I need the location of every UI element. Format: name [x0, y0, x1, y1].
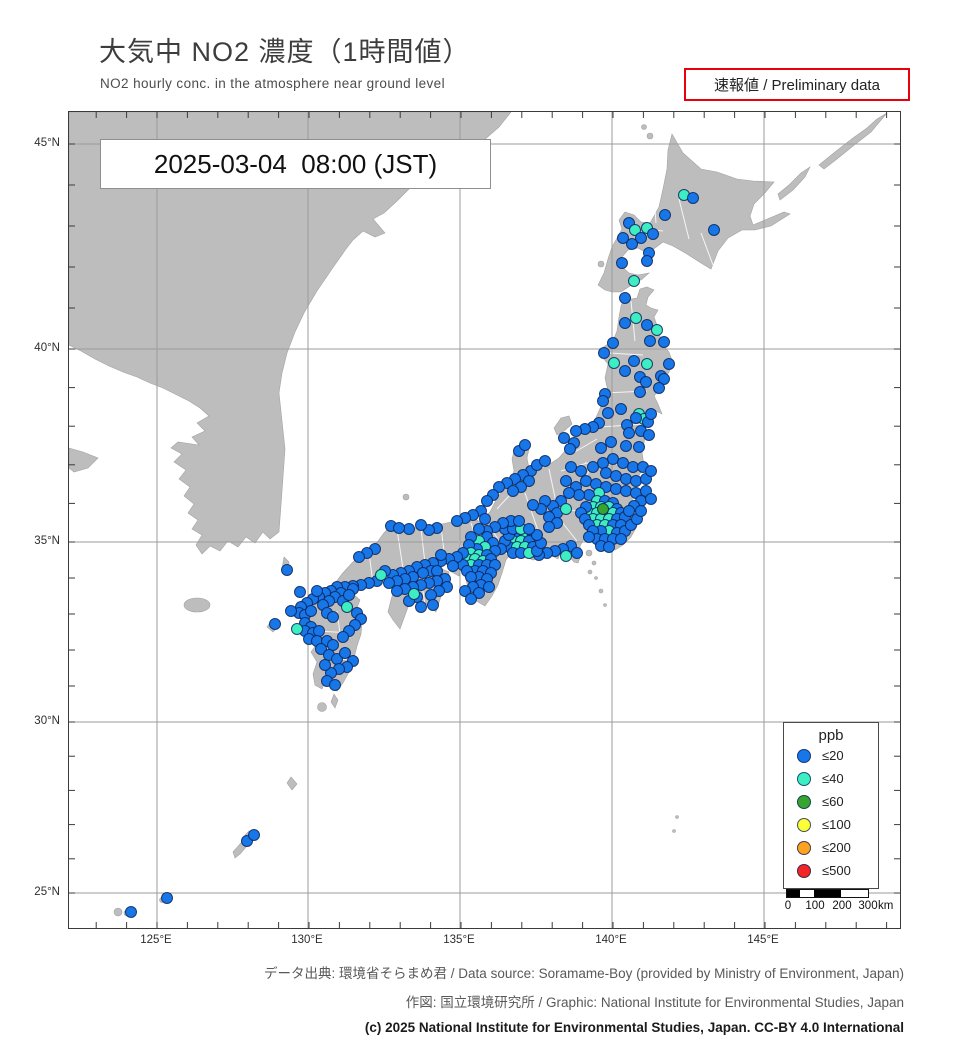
iriomote-island: [113, 907, 123, 917]
legend-row: ≤20: [784, 744, 878, 767]
preliminary-data-label: 速報値 / Preliminary data: [714, 77, 880, 94]
kuril-islands: [777, 166, 811, 201]
scale-bar-number: 300: [858, 900, 878, 912]
lon-tick-label: 135°E: [443, 934, 475, 946]
map-panel: [68, 111, 901, 929]
okushiri-island: [597, 260, 605, 268]
lat-tick-label: 30°N: [34, 715, 60, 727]
legend-items: ≤20 ≤40 ≤60 ≤100 ≤200 ≤500: [784, 744, 878, 882]
rebun-island: [641, 124, 647, 130]
ogasawara-island-2: [672, 829, 676, 833]
scale-bar-segments: [786, 889, 869, 898]
legend-row: ≤500: [784, 859, 878, 882]
izu-island-4: [594, 576, 598, 580]
timestamp-box: 2025-03-04 08:00 (JST): [100, 139, 491, 189]
legend-label: ≤40: [822, 771, 844, 786]
legend-color-dot: [797, 794, 811, 809]
legend-label: ≤500: [822, 863, 851, 878]
legend-color-dot: [797, 863, 811, 878]
scale-bar-number: 200: [832, 900, 852, 912]
rishiri-island: [646, 132, 654, 140]
legend: ppb ≤20 ≤40 ≤60 ≤100 ≤200 ≤500: [783, 722, 879, 889]
izu-island-6: [603, 603, 607, 607]
lat-tick-label: 45°N: [34, 137, 60, 149]
lat-tick-label: 40°N: [34, 342, 60, 354]
legend-label: ≤200: [822, 840, 851, 855]
data-source-credit: データ出典: 環境省そらまめ君 / Data source: Soramame-…: [264, 966, 904, 981]
sado-island: [553, 415, 573, 436]
scale-bar-number: 100: [805, 900, 825, 912]
yakushima-island: [317, 702, 327, 712]
copyright-line: (c) 2025 National Institute for Environm…: [364, 1020, 904, 1035]
tanegashima-island: [330, 693, 339, 709]
legend-label: ≤100: [822, 817, 851, 832]
preliminary-data-badge: 速報値 / Preliminary data: [684, 68, 910, 101]
shandong-peninsula: [69, 447, 99, 473]
timestamp-label: 2025-03-04 08:00 (JST): [153, 148, 438, 179]
scale-bar-segment: [814, 890, 841, 897]
scale-bar: 0 100 200 300 km: [784, 889, 898, 914]
amami-island: [286, 776, 298, 791]
izu-island-1: [585, 549, 593, 557]
legend-color-dot: [797, 817, 811, 832]
izu-island-2: [591, 560, 597, 566]
lon-tick-label: 130°E: [291, 934, 323, 946]
legend-row: ≤40: [784, 767, 878, 790]
lon-tick-label: 145°E: [747, 934, 779, 946]
graphic-credit: 作図: 国立環境研究所 / Graphic: National Institut…: [405, 995, 904, 1010]
hokkaido: [597, 133, 791, 293]
japan-map: [69, 112, 900, 928]
page-title: 大気中 NO2 濃度（1時間値）: [99, 37, 471, 67]
oki-island: [402, 493, 410, 501]
axis-ticks: [69, 112, 900, 928]
legend-label: ≤60: [822, 794, 844, 809]
legend-label: ≤20: [822, 748, 844, 763]
legend-color-dot: [797, 748, 811, 763]
izu-island-5: [598, 588, 604, 594]
scale-bar-number: 0: [784, 900, 792, 912]
jeju-island: [183, 597, 211, 613]
legend-row: ≤200: [784, 836, 878, 859]
page-subtitle: NO2 hourly conc. in the atmosphere near …: [100, 76, 445, 91]
lon-tick-label: 125°E: [140, 934, 172, 946]
ogasawara-island-1: [675, 815, 679, 819]
scale-bar-segment: [787, 890, 800, 897]
legend-color-dot: [797, 771, 811, 786]
continent-asia: [69, 112, 512, 555]
legend-row: ≤60: [784, 790, 878, 813]
lon-tick-label: 140°E: [595, 934, 627, 946]
scale-bar-unit: km: [878, 900, 894, 912]
footer-credits: データ出典: 環境省そらまめ君 / Data source: Soramame-…: [264, 962, 904, 1035]
scale-bar-labels: 0 100 200 300 km: [784, 900, 898, 914]
lat-tick-label: 25°N: [34, 886, 60, 898]
legend-color-dot: [797, 840, 811, 855]
izu-island-3: [587, 569, 593, 575]
lat-tick-label: 35°N: [34, 535, 60, 547]
legend-title: ppb: [818, 727, 844, 744]
legend-row: ≤100: [784, 813, 878, 836]
station-dots: [125, 189, 720, 918]
kuril-islands-2: [818, 112, 888, 170]
